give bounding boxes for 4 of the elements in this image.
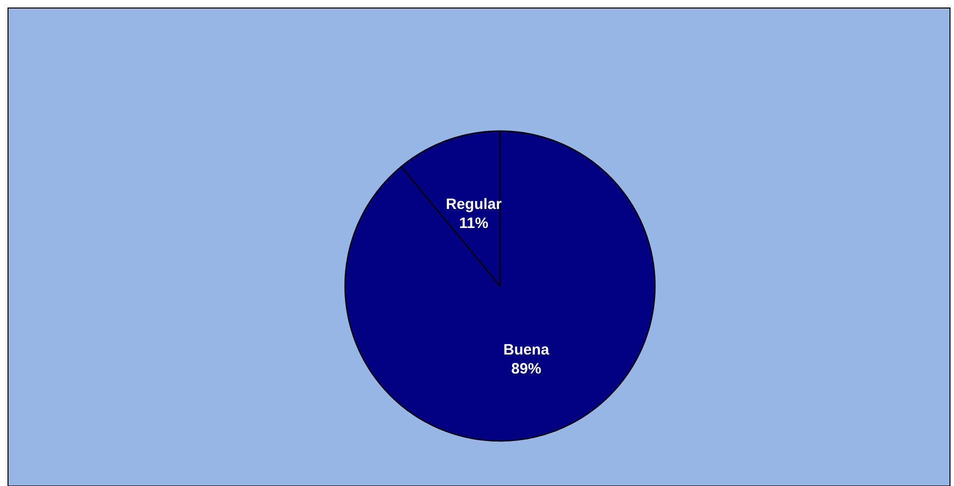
data-label: 89% [512,362,541,374]
slice-label: Regular [446,198,502,212]
slice-label: Buena [504,344,550,354]
data-label: 11% [460,217,488,228]
